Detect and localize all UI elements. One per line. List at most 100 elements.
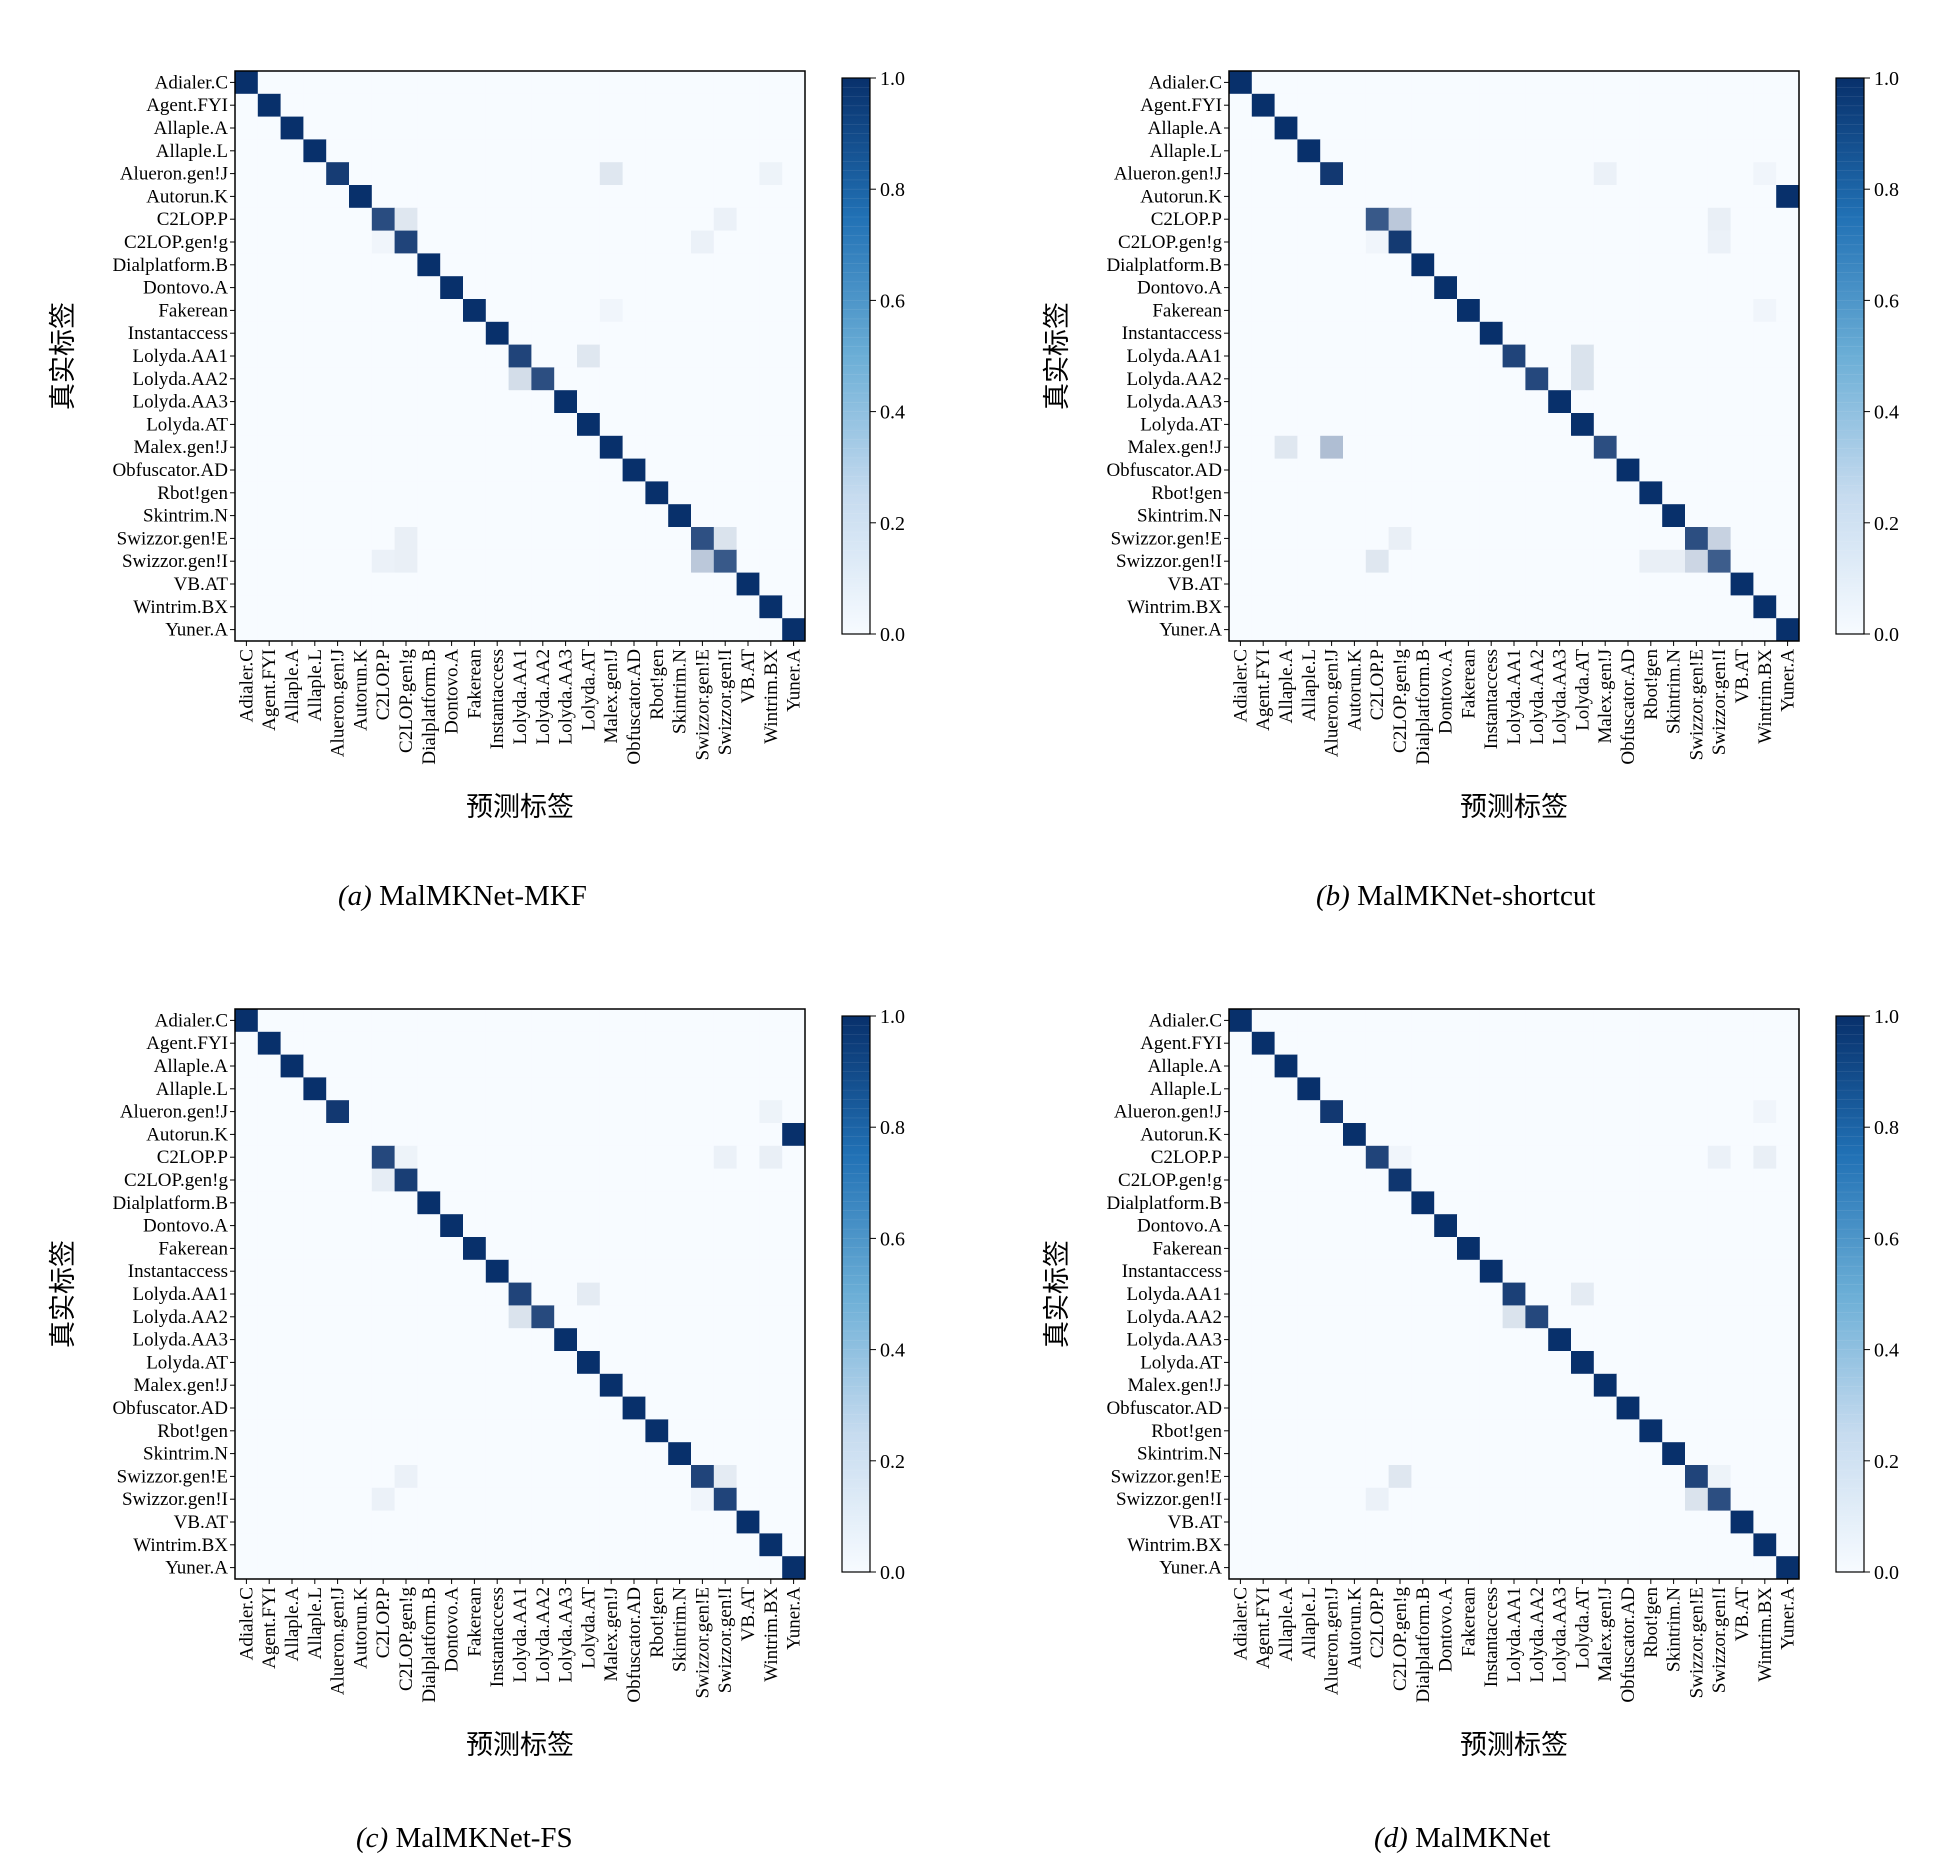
heatmap-cell xyxy=(440,458,464,482)
x-tick-label: Lolyda.AA3 xyxy=(556,1587,577,1683)
heatmap-cell xyxy=(508,1214,532,1238)
heatmap-cell xyxy=(1229,1556,1253,1580)
heatmap-cell xyxy=(394,1396,418,1420)
heatmap-cell xyxy=(1662,481,1686,505)
heatmap-cell xyxy=(691,527,715,551)
heatmap-cell xyxy=(1730,549,1754,573)
heatmap-cell xyxy=(1297,321,1321,345)
heatmap-cell xyxy=(1502,93,1526,117)
heatmap-cell xyxy=(599,458,623,482)
heatmap-cell xyxy=(257,230,281,254)
heatmap-cell xyxy=(1479,1145,1503,1169)
heatmap-cell xyxy=(1229,116,1253,140)
heatmap-cell xyxy=(326,1168,350,1192)
heatmap-cell xyxy=(485,1419,509,1443)
heatmap-cell xyxy=(1502,1100,1526,1124)
heatmap-cell xyxy=(1434,549,1458,573)
heatmap-cell xyxy=(1593,1031,1617,1055)
heatmap-cell xyxy=(736,435,760,459)
heatmap-cell xyxy=(280,321,304,345)
y-tick-label: C2LOP.P xyxy=(1151,1147,1222,1168)
heatmap-cell xyxy=(235,1145,259,1169)
caption-b: (b) MalMKNet-shortcut xyxy=(1316,880,1595,913)
heatmap-cell xyxy=(1707,1282,1731,1306)
heatmap-cell xyxy=(235,1419,259,1443)
heatmap-cell xyxy=(599,1259,623,1283)
heatmap-cell xyxy=(417,1510,441,1534)
heatmap-cell xyxy=(1707,253,1731,277)
heatmap-cell xyxy=(1639,1168,1663,1192)
heatmap-cell xyxy=(1571,207,1595,231)
heatmap-cell xyxy=(599,162,623,186)
heatmap-cell xyxy=(645,572,669,596)
heatmap-cell xyxy=(1388,435,1412,459)
heatmap-cell xyxy=(1662,1419,1686,1443)
heatmap-cell xyxy=(463,162,487,186)
heatmap-cell xyxy=(1388,367,1412,391)
y-tick-label: Fakerean xyxy=(158,300,228,321)
heatmap-cell xyxy=(599,1533,623,1557)
y-tick-label: Allaple.A xyxy=(154,118,229,139)
heatmap-cell xyxy=(691,344,715,368)
heatmap-cell xyxy=(349,93,373,117)
heatmap-cell xyxy=(235,299,259,323)
heatmap-cell xyxy=(554,1054,578,1078)
heatmap-cell xyxy=(257,1373,281,1397)
heatmap-cell xyxy=(1274,1328,1298,1352)
heatmap-cell xyxy=(668,549,692,573)
heatmap-cell xyxy=(1707,1077,1731,1101)
x-tick-label: Obfuscator.AD xyxy=(1618,1587,1639,1703)
x-tick-label: Dialplatform.B xyxy=(419,649,440,765)
heatmap-cell xyxy=(554,93,578,117)
heatmap-cell xyxy=(1685,71,1709,95)
heatmap-cell xyxy=(1639,116,1663,140)
heatmap-cell xyxy=(1502,185,1526,209)
heatmap-cell xyxy=(1685,1077,1709,1101)
heatmap-cell xyxy=(1502,435,1526,459)
heatmap-cell xyxy=(1548,549,1572,573)
heatmap-cell xyxy=(1525,1282,1549,1306)
heatmap-cell xyxy=(622,185,646,209)
heatmap-cell xyxy=(668,139,692,163)
heatmap-cell xyxy=(1457,1123,1481,1147)
heatmap-cell xyxy=(759,1259,783,1283)
heatmap-cell xyxy=(508,1259,532,1283)
heatmap-cell xyxy=(736,504,760,528)
heatmap-cell xyxy=(235,139,259,163)
heatmap-cell xyxy=(531,1077,555,1101)
heatmap-cell xyxy=(577,1510,601,1534)
heatmap-cell xyxy=(1685,1442,1709,1466)
heatmap-cell xyxy=(668,1100,692,1124)
heatmap-cell xyxy=(1297,162,1321,186)
y-tick-label: Agent.FYI xyxy=(146,1033,228,1054)
heatmap-cell xyxy=(691,1442,715,1466)
heatmap-cell xyxy=(1593,390,1617,414)
heatmap-cell xyxy=(622,390,646,414)
heatmap-cell xyxy=(1274,458,1298,482)
x-tick-label: Lolyda.AT xyxy=(1572,649,1593,731)
heatmap-cell xyxy=(1502,1510,1526,1534)
heatmap-cell xyxy=(1639,71,1663,95)
heatmap-cell xyxy=(691,207,715,231)
heatmap-cell xyxy=(713,299,737,323)
heatmap-cell xyxy=(349,1191,373,1215)
x-tick-label: Alueron.gen!J xyxy=(1322,1587,1343,1695)
heatmap-cell xyxy=(485,1168,509,1192)
heatmap-cell xyxy=(417,1237,441,1261)
heatmap-cell xyxy=(1434,230,1458,254)
heatmap-cell xyxy=(1639,230,1663,254)
heatmap-cell xyxy=(1297,1351,1321,1375)
heatmap-cell xyxy=(508,276,532,300)
heatmap-cell xyxy=(1776,276,1800,300)
heatmap-cell xyxy=(759,116,783,140)
heatmap-cell xyxy=(599,390,623,414)
heatmap-cell xyxy=(1753,527,1777,551)
y-tick-label: Fakerean xyxy=(158,1238,228,1259)
y-tick-label: Alueron.gen!J xyxy=(120,1102,228,1123)
x-tick-label: Swizzor.gen!I xyxy=(1709,649,1730,755)
heatmap-cell xyxy=(1685,1237,1709,1261)
x-tick-label: Swizzor.gen!E xyxy=(1686,649,1707,760)
heatmap-cell xyxy=(1616,413,1640,437)
heatmap-cell xyxy=(599,1100,623,1124)
heatmap-cell xyxy=(1457,1533,1481,1557)
